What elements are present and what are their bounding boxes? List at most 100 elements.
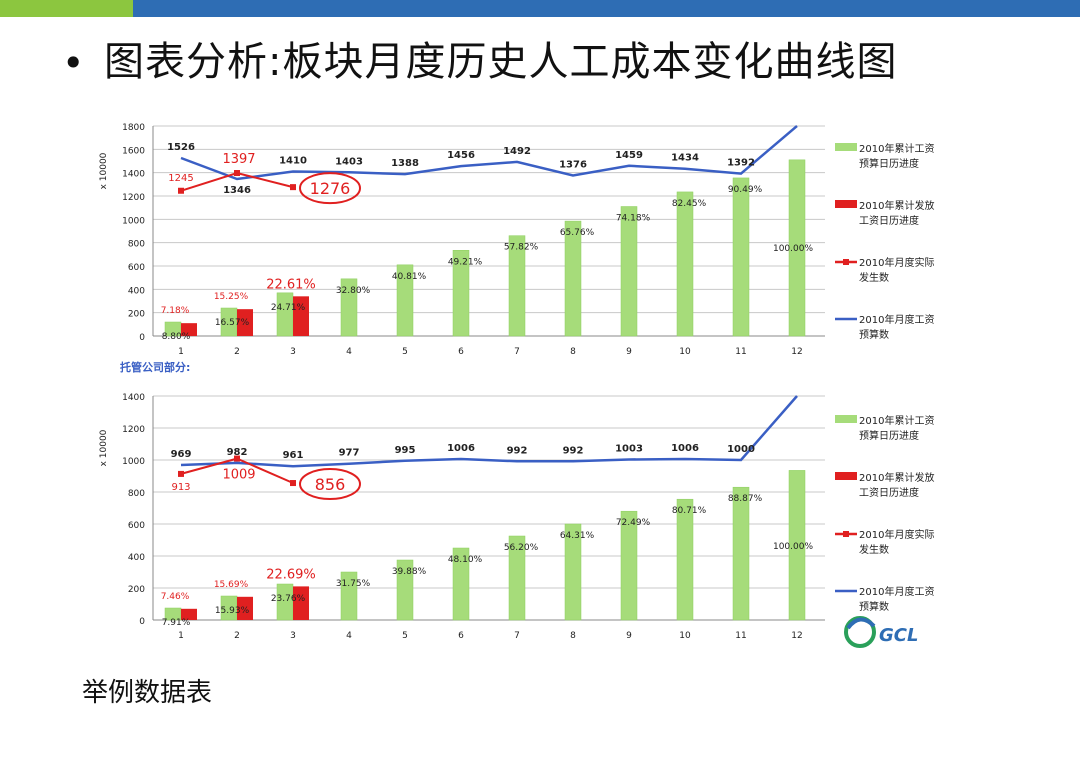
chart1-y-tick-label: 600 [128,263,145,273]
chart2-bar-budget-label: 7.91% [162,618,191,628]
chart2-bar-budget-progress [788,470,806,621]
chart1-y-tick-label: 400 [128,286,145,296]
chart1-y-tick-label: 1000 [122,216,145,226]
chart2-bar-budget-progress [732,486,750,621]
chart1-line-actual-marker [290,184,296,191]
chart2-bar-budget-label: 80.71% [672,506,707,516]
chart1-bar-budget-label: 65.76% [560,228,595,238]
top-bar-blue-segment [133,0,1080,17]
chart2-bar-budget-progress [564,523,582,621]
chart2-bar-budget-progress [340,571,358,621]
chart2-x-tick-label: 3 [290,631,296,641]
chart1-bar-paid-progress [181,323,197,336]
chart2-legend-label-line2: 预算日历进度 [859,429,919,442]
chart2-line-budget-label: 977 [339,448,360,459]
chart1-y-tick-label: 1800 [122,123,145,133]
chart2-legend-swatch [835,472,857,480]
chart2-x-tick-label: 2 [234,631,240,641]
chart2-x-tick-label: 10 [679,631,691,641]
chart2-bar-budget-label: 48.10% [448,555,483,565]
chart2-bar-budget-label: 39.88% [392,567,427,577]
chart1-bar-budget-progress [340,278,358,337]
gcl-logo: GCL [844,616,918,648]
chart1-bar-budget-progress [788,159,806,337]
chart2-y-tick-label: 200 [128,585,145,595]
chart1-bar-budget-label: 100.00% [773,244,813,254]
chart2-y-tick-label: 0 [139,617,145,627]
chart2-line-budget [180,395,798,468]
chart2-bar-budget-label: 64.31% [560,531,595,541]
chart2-x-tick-label: 7 [514,631,520,641]
chart2-bar-paid-label: 7.46% [161,592,190,602]
chart1-bar-budget-progress [732,177,750,337]
chart1-line-budget [180,125,798,181]
chart1-bar-budget-label: 32.80% [336,286,371,296]
top-bar-green-segment [0,0,133,17]
chart1-y-tick-label: 200 [128,310,145,320]
chart1-highlight-ellipse [299,172,361,205]
chart2-line-budget-label: 995 [395,445,416,456]
chart2-legend-label-line1: 2010年累计工资 [859,414,934,427]
chart1-x-tick-label: 5 [402,347,408,357]
chart2-bar-budget-progress [452,547,470,621]
chart1-bar-budget-label: 49.21% [448,257,483,267]
top-accent-bar [0,0,1080,17]
chart1-legend-swatch [835,143,857,151]
chart2-bar-paid-label: 15.69% [214,580,249,590]
chart2-y-tick-label: 1400 [122,393,145,403]
chart2-x-tick-label: 1 [178,631,184,641]
chart2-y-tick-label: 1000 [122,457,145,467]
title-bullet: • [62,41,85,85]
chart1-legend-label-line1: 2010年累计工资 [859,142,934,155]
chart2-x-tick-label: 9 [626,631,632,641]
chart1-legend-label-line2: 预算日历进度 [859,157,919,170]
chart2-bar-budget-label: 31.75% [336,579,371,589]
chart1-bar-budget-progress [620,206,638,337]
chart1-legend-swatch [835,200,857,208]
chart1-x-tick-label: 8 [570,347,576,357]
chart2-bar-budget-label: 72.49% [616,518,651,528]
chart2-line-budget-label: 969 [171,449,192,460]
chart1-legend-label-line2: 工资日历进度 [859,214,919,227]
chart1-y-tick-label: 1400 [122,170,145,180]
chart1-bar-budget-progress [452,250,470,337]
chart1-bar-budget-progress [276,292,294,337]
chart1-legend-marker [843,259,849,265]
chart2-section-label: 托管公司部分: [120,360,190,374]
chart1-bar-budget-label: 16.57% [215,318,250,328]
chart2-x-tick-label: 5 [402,631,408,641]
chart1-line-budget-label: 1459 [615,150,643,161]
chart1-bar-budget-progress [676,191,694,337]
chart1-y-tick-label: 800 [128,240,145,250]
chart1-legend-label-line1: 2010年累计发放 [859,199,934,212]
chart2-x-tick-label: 8 [570,631,576,641]
chart1-legend-label-line1: 2010年月度工资 [859,313,934,326]
chart1-line-budget-label: 1403 [335,156,363,167]
chart2-line-budget-label: 1006 [671,443,699,454]
chart2-line-budget-label: 1003 [615,444,643,455]
chart1-line-budget-label: 1434 [671,153,699,164]
chart1-line-actual-marker [234,170,240,177]
chart2-y-tick-label: 1200 [122,425,145,435]
chart1-bar-budget-label: 8.80% [162,332,191,342]
chart2-bar-budget-progress [396,559,414,621]
chart1-bar-budget-progress [508,235,526,337]
chart2-line-actual-label: 1009 [222,468,255,483]
chart2-bar-budget-label: 56.20% [504,543,539,553]
chart2-y-tick-label: 400 [128,553,145,563]
chart2-bar-paid-progress [237,596,253,620]
chart1-x-tick-label: 11 [735,347,746,357]
chart1-line-budget-label: 1388 [391,158,419,169]
chart1-line-actual-label: 1245 [168,173,193,184]
chart2-legend-label-line1: 2010年月度工资 [859,585,934,598]
chart1-bar-budget-label: 24.71% [271,303,306,313]
chart2-line-budget-label: 992 [563,445,584,456]
slide-subtitle: 举例数据表 [82,678,213,708]
chart1-bar-budget-label: 57.82% [504,243,539,253]
chart1-bar-budget-label: 90.49% [728,185,763,195]
chart1-bar-paid-label: 7.18% [161,306,190,316]
chart2-bar-paid-label: 22.69% [266,567,316,582]
chart2-y-tick-label: 600 [128,521,145,531]
chart1-bar-budget-label: 40.81% [392,272,427,282]
